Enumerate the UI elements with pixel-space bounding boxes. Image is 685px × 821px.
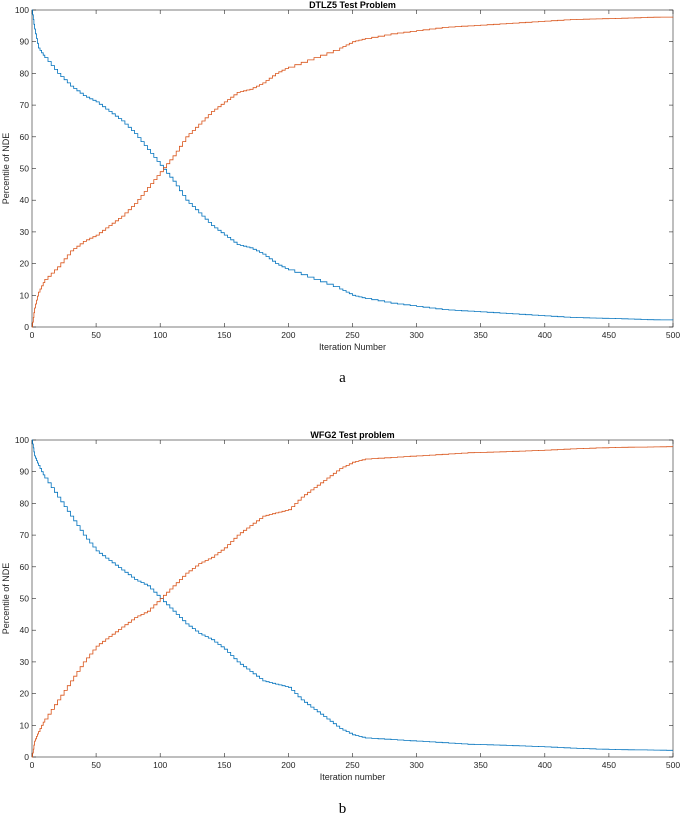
x-axis-label: Iteration Number	[319, 342, 386, 352]
x-tick-label: 250	[345, 330, 359, 340]
x-tick-label: 400	[538, 760, 552, 770]
x-tick-label: 450	[602, 330, 616, 340]
plot-area	[31, 9, 674, 328]
y-tick-label: 60	[20, 132, 30, 142]
y-tick-label: 60	[20, 562, 30, 572]
y-tick-label: 30	[20, 657, 30, 667]
chart-wfg2: WFG2 Test problem 0 50 100 150 200 250 300 350 40…	[0, 430, 685, 790]
chart-title: DTLZ5 Test Problem	[309, 0, 396, 10]
x-tick-label: 200	[281, 760, 295, 770]
series-line-2	[32, 446, 673, 758]
x-tick-label: 200	[281, 330, 295, 340]
y-tick-label: 100	[15, 5, 29, 15]
x-tick-label: 150	[217, 760, 231, 770]
chart-dtlz5: DTLZ5 Test Problem 0 50 100 150 200 250 300 350 4…	[0, 0, 685, 360]
x-tick-label: 50	[91, 330, 101, 340]
y-tick-label: 70	[20, 100, 30, 110]
x-tick-label: 50	[91, 760, 101, 770]
x-tick-label: 350	[474, 760, 488, 770]
y-tick-label: 20	[20, 259, 30, 269]
x-tick-label: 300	[410, 760, 424, 770]
y-tick-label: 10	[20, 290, 30, 300]
x-tick-label: 400	[538, 330, 552, 340]
x-tick-label: 450	[602, 760, 616, 770]
y-tick-label: 40	[20, 625, 30, 635]
y-axis-label: Percentile of NDE	[1, 563, 11, 635]
y-tick-label: 80	[20, 498, 30, 508]
x-tick-label: 100	[153, 330, 167, 340]
y-tick-label: 100	[15, 435, 29, 445]
y-tick-label: 90	[20, 37, 30, 47]
y-tick-label: 10	[20, 720, 30, 730]
y-tick-label: 50	[20, 164, 30, 174]
x-tick-label: 150	[217, 330, 231, 340]
plot-area	[31, 439, 674, 758]
x-tick-label: 500	[666, 760, 680, 770]
y-tick-label: 80	[20, 68, 30, 78]
y-tick-label: 70	[20, 530, 30, 540]
x-tick-label: 500	[666, 330, 680, 340]
series-line-1	[32, 9, 674, 321]
series-line-1	[32, 439, 673, 751]
x-axis-label: Iteration number	[320, 772, 386, 782]
y-tick-label: 20	[20, 689, 30, 699]
x-tick-label: 250	[345, 760, 359, 770]
caption-b: b	[338, 801, 347, 817]
x-tick-label: 100	[153, 760, 167, 770]
x-tick-label: 300	[410, 330, 424, 340]
y-tick-label: 0	[24, 322, 29, 332]
caption-a: a	[339, 370, 346, 386]
x-tick-label: 0	[30, 760, 35, 770]
y-tick-label: 0	[24, 752, 29, 762]
series-line-2	[32, 16, 674, 328]
chart-title: WFG2 Test problem	[310, 430, 394, 440]
y-tick-label: 40	[20, 195, 30, 205]
x-tick-label: 0	[30, 330, 35, 340]
y-tick-label: 90	[20, 467, 30, 477]
y-tick-label: 30	[20, 227, 30, 237]
y-axis-label: Percentile of NDE	[1, 133, 11, 205]
y-tick-label: 50	[20, 594, 30, 604]
x-tick-label: 350	[474, 330, 488, 340]
